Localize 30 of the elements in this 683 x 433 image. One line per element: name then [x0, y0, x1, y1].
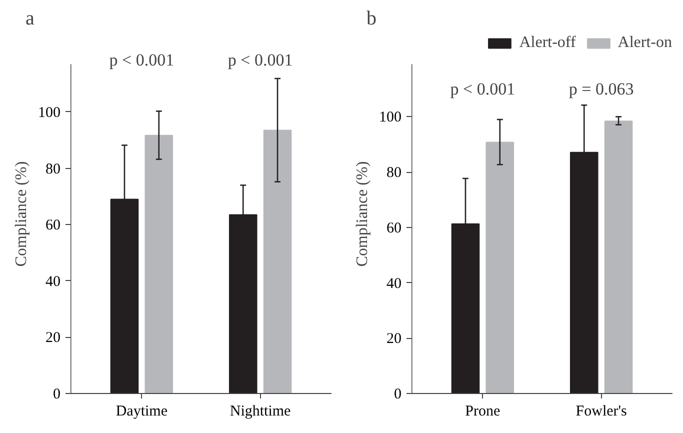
annotation: p = 0.063 — [568, 80, 634, 99]
annotation: p < 0.001 — [450, 80, 516, 99]
chart-title: a — [26, 8, 34, 30]
y-tick-label: 0 — [53, 386, 60, 402]
y-tick-label: 40 — [46, 274, 60, 290]
y-tick-label: 0 — [394, 386, 402, 402]
chart-title: b — [366, 8, 376, 30]
y-tick-label: 60 — [386, 220, 402, 236]
y-axis-title: Compliance (%) — [354, 161, 371, 267]
y-axis-title: Compliance (%) — [13, 161, 30, 267]
y-tick-label: 20 — [46, 330, 60, 346]
legend-label: Alert-off — [519, 34, 576, 52]
y-tick-label: 40 — [386, 276, 402, 292]
x-tick-label: Nighttime — [230, 404, 292, 420]
bar — [604, 120, 633, 394]
y-tick-label: 100 — [38, 105, 60, 121]
x-tick-label: Prone — [465, 404, 501, 420]
annotation: p < 0.001 — [109, 50, 174, 70]
annotation: p < 0.001 — [228, 50, 293, 70]
y-tick-label: 20 — [386, 331, 402, 348]
y-tick-label: 80 — [386, 165, 402, 182]
x-tick-label: Fowler's — [576, 404, 627, 420]
bar — [263, 130, 292, 394]
y-tick-label: 80 — [46, 161, 60, 178]
x-tick-label: Daytime — [116, 404, 168, 420]
legend-label: Alert-on — [618, 34, 672, 52]
y-tick-label: 60 — [46, 218, 60, 234]
bar — [144, 134, 174, 394]
bar — [486, 142, 514, 394]
y-tick-label: 100 — [379, 110, 402, 126]
